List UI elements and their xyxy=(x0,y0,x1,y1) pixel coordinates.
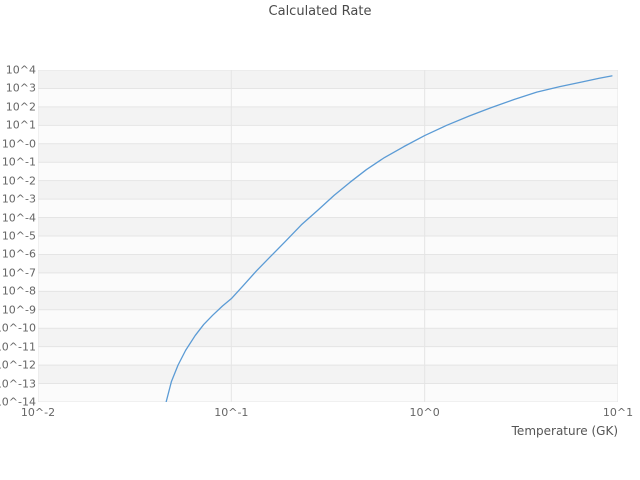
grid-band xyxy=(38,346,618,366)
grid-band xyxy=(38,162,618,181)
grid-band xyxy=(38,106,618,126)
grid-band xyxy=(38,309,618,329)
y-tick-label: 10^3 xyxy=(5,81,36,95)
grid-band xyxy=(38,199,618,218)
grid-band xyxy=(38,217,618,236)
y-tick-label: 10^-4 xyxy=(1,211,36,225)
y-tick-label: 10^-3 xyxy=(1,192,36,206)
chart-title: Calculated Rate xyxy=(268,4,372,19)
grid-band xyxy=(38,291,618,310)
y-tick-label: 10^-12 xyxy=(0,358,36,372)
plot-area xyxy=(37,69,619,403)
grid-band xyxy=(38,125,618,144)
y-tick-label: 10^-14 xyxy=(0,395,36,409)
y-tick-label: 10^-7 xyxy=(1,266,36,280)
rate-curve xyxy=(165,75,613,403)
chart-svg xyxy=(37,69,619,403)
y-tick-label: 10^-5 xyxy=(1,229,36,243)
grid-band xyxy=(38,236,618,255)
grid-band xyxy=(38,88,618,107)
grid-band xyxy=(38,383,618,402)
y-tick-label: 10^-13 xyxy=(0,377,36,391)
grid-band xyxy=(38,143,618,163)
x-axis-title: Temperature (GK) xyxy=(511,424,618,438)
x-tick-label: 10^0 xyxy=(409,406,440,419)
grid-band xyxy=(38,70,618,89)
grid-band xyxy=(38,365,618,384)
y-tick-label: 10^-11 xyxy=(0,340,36,354)
y-tick-label: 10^-8 xyxy=(1,284,36,298)
grid-band xyxy=(38,272,618,292)
grid-band xyxy=(38,180,618,200)
grid-band xyxy=(38,328,618,347)
y-tick-label: 10^-10 xyxy=(0,321,36,335)
y-tick-label: 10^1 xyxy=(5,118,36,132)
x-tick-label: 10^-1 xyxy=(214,406,249,419)
y-tick-label: 10^-1 xyxy=(1,155,36,169)
y-tick-label: 10^-9 xyxy=(1,303,36,317)
y-tick-label: 10^-6 xyxy=(1,247,36,261)
y-tick-label: 10^2 xyxy=(5,100,36,114)
y-tick-label: 10^-0 xyxy=(1,137,36,151)
x-tick-label: 10^1 xyxy=(602,406,634,419)
x-tick-label: 10^-2 xyxy=(20,406,56,419)
y-tick-label: 10^4 xyxy=(5,63,36,77)
y-tick-label: 10^-2 xyxy=(1,174,36,188)
grid-band xyxy=(38,254,618,273)
